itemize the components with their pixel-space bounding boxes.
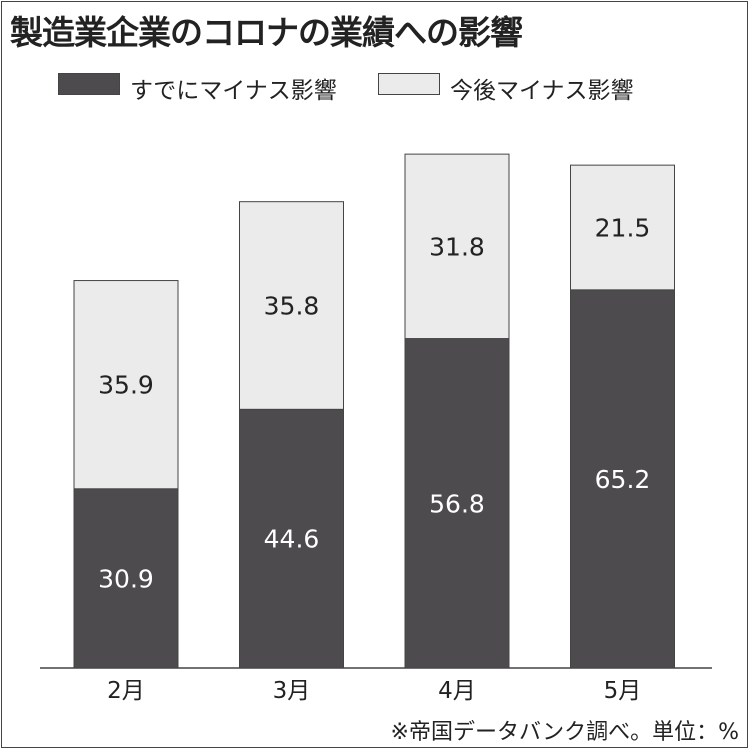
data-label-future-5: 21.5: [595, 213, 651, 242]
bar-segment-future-4: [404, 153, 510, 340]
legend-label-already: すでにマイナス影響: [130, 78, 337, 104]
data-label-already-3: 44.6: [264, 525, 320, 554]
category-label-3: 3月: [273, 678, 311, 704]
chart-title: 製造業企業のコロナの業績への影響: [10, 13, 523, 52]
data-label-future-2: 35.9: [98, 371, 154, 400]
bar-segment-already-4: [404, 338, 510, 669]
bar-segment-already-5: [570, 289, 675, 669]
data-label-already-4: 56.8: [429, 489, 485, 518]
category-label-5: 5月: [604, 678, 642, 704]
data-label-future-4: 31.8: [429, 232, 485, 261]
source-note: ※帝国データバンク調べ。単位：%: [390, 720, 739, 745]
legend-swatch-future: [378, 73, 440, 95]
data-label-already-2: 30.9: [98, 564, 154, 593]
bar-segment-already-3: [239, 408, 344, 669]
data-label-future-3: 35.8: [264, 292, 320, 321]
data-label-already-5: 65.2: [595, 465, 651, 494]
bar-segment-future-5: [570, 164, 675, 291]
bar-segment-future-2: [73, 280, 179, 490]
bar-segment-future-3: [239, 201, 344, 410]
legend: すでにマイナス影響 今後マイナス影響: [0, 70, 751, 104]
legend-label-future: 今後マイナス影響: [450, 78, 634, 104]
legend-swatch-already: [58, 73, 120, 95]
bar-segment-already-2: [73, 488, 179, 669]
category-label-4: 4月: [438, 678, 476, 704]
category-label-2: 2月: [107, 678, 145, 704]
